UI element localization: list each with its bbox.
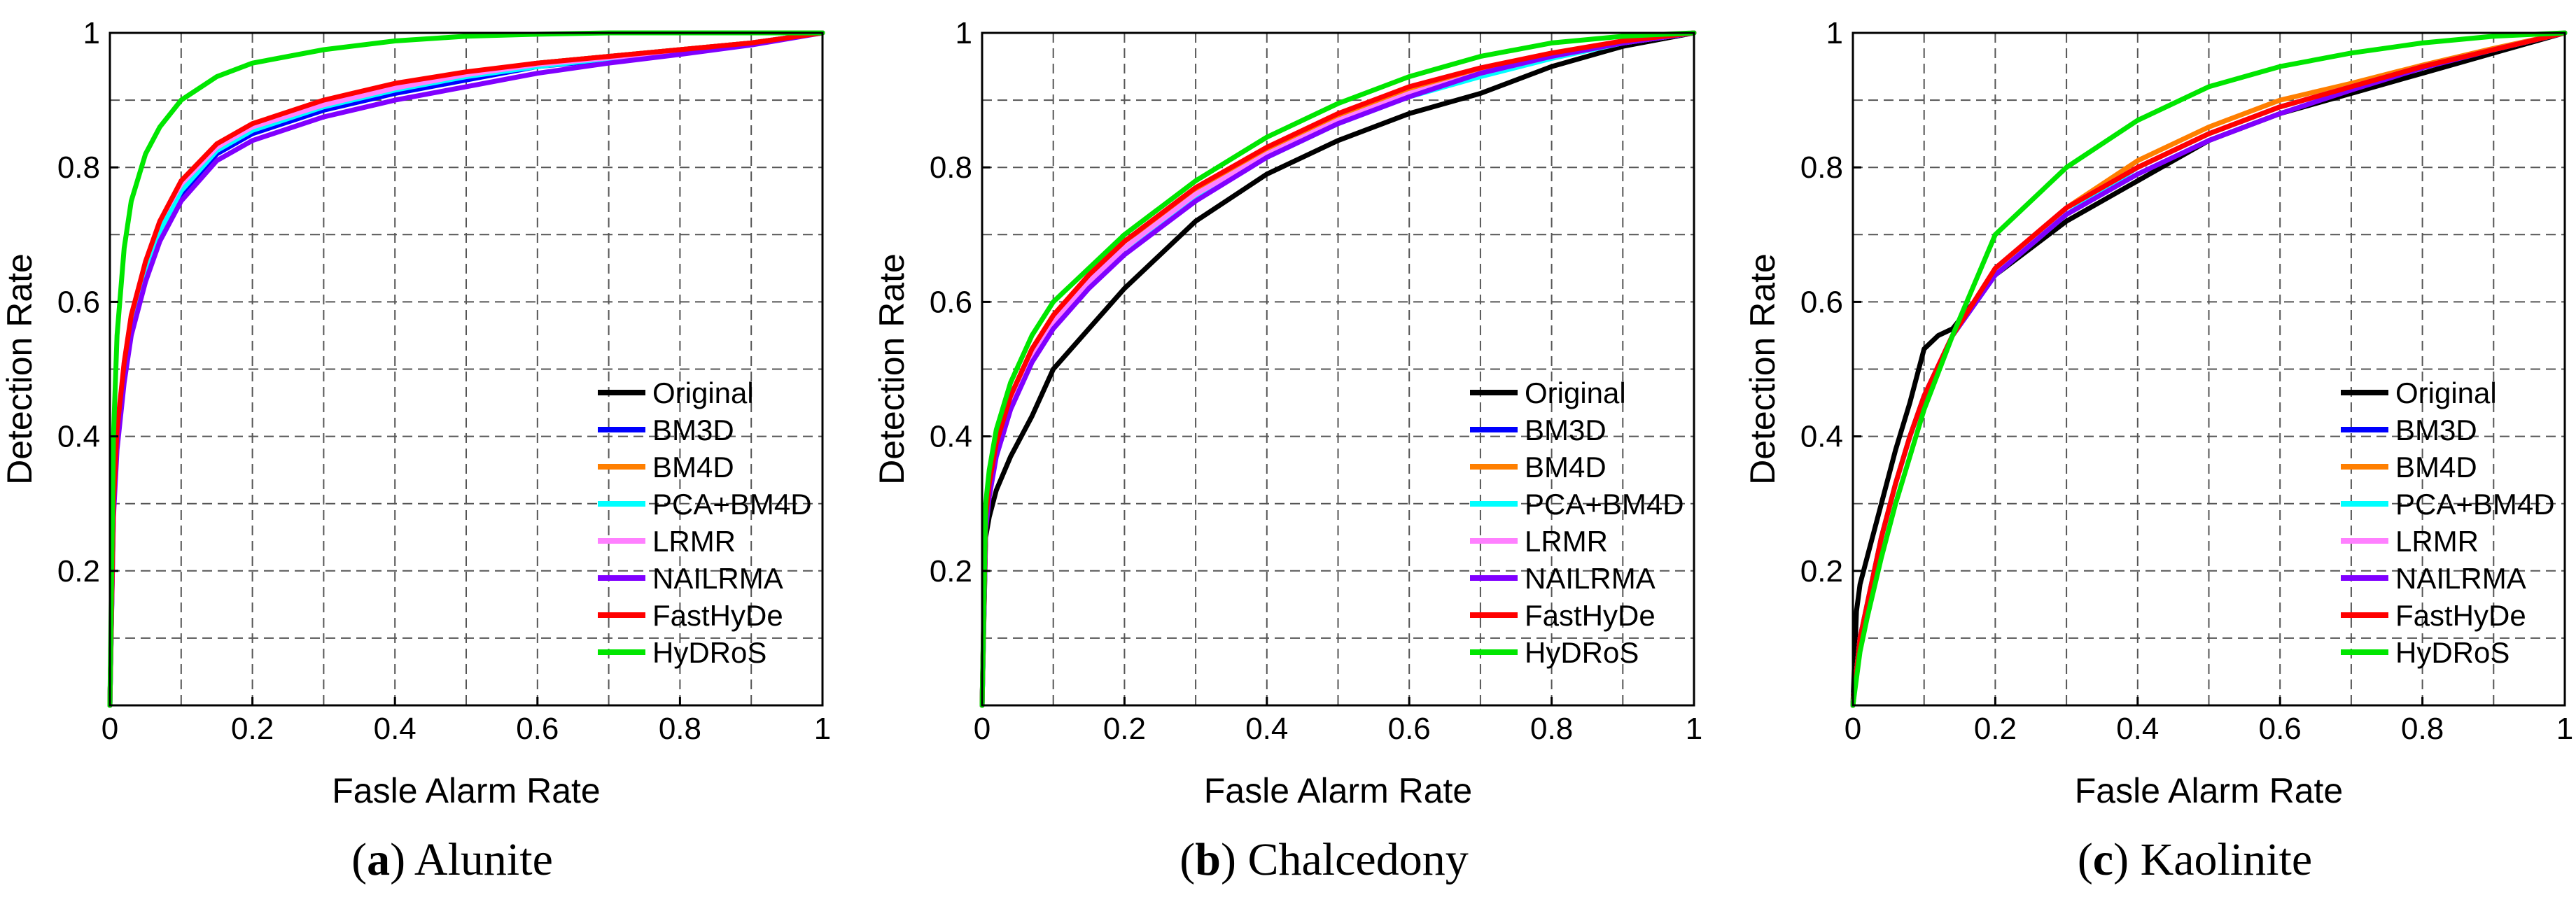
- y-tick-label: 1: [1826, 16, 1843, 50]
- y-tick-label: 0.2: [930, 554, 972, 589]
- legend-label: NAILRMA: [652, 562, 783, 595]
- axes-frame: [108, 31, 824, 707]
- caption-title: Kaolinite: [2141, 834, 2313, 885]
- x-tick-label: 0.6: [1388, 712, 1431, 746]
- chart-panel-chalcedony: 0 0.2 0.4 0.6 0.8 1 0.2 0.4 0.6 0.8 1 Fasle Alarm R…: [872, 16, 1702, 885]
- y-axis-label: Detection Rate: [0, 253, 39, 485]
- legend-label: BM4D: [1525, 451, 1606, 484]
- x-axis-label: Fasle Alarm Rate: [332, 771, 600, 810]
- caption-paren-close: ): [2113, 834, 2140, 885]
- caption-paren-close: ): [390, 834, 414, 885]
- x-tick-label: 0.4: [1245, 712, 1288, 746]
- legend-label: Original: [2395, 376, 2497, 409]
- legend-label: BM3D: [1525, 414, 1606, 446]
- legend-label: BM3D: [652, 414, 734, 446]
- y-tick-label: 0.6: [930, 285, 972, 319]
- series-line-hydros: [1850, 30, 2568, 708]
- y-tick-label: 0.2: [57, 554, 100, 589]
- legend-label: FastHyDe: [1525, 599, 1656, 632]
- y-tick-label: 0.4: [930, 420, 972, 454]
- legend-label: FastHyDe: [2395, 599, 2526, 632]
- y-tick-label: 0.2: [1800, 554, 1843, 589]
- caption: (c) Kaolinite: [2078, 834, 2312, 885]
- legend-label: HyDRoS: [652, 636, 766, 669]
- x-tick-label: 1: [1686, 712, 1702, 746]
- y-tick-label: 1: [955, 16, 972, 50]
- chart-panel-kaolinite: 0 0.2 0.4 0.6 0.8 1 0.2 0.4 0.6 0.8 1 Fasle Alarm R…: [1743, 16, 2573, 885]
- caption-paren-open: (: [1180, 834, 1195, 885]
- legend-label: Original: [1525, 376, 1626, 409]
- caption: (b) Chalcedony: [1180, 834, 1468, 885]
- series-line-fasthyde: [107, 30, 825, 708]
- legend-label: BM4D: [652, 451, 734, 484]
- series-line-original: [1850, 30, 2568, 708]
- x-tick-label: 0: [1844, 712, 1861, 746]
- x-tick-label: 0.2: [231, 712, 274, 746]
- legend-label: HyDRoS: [2395, 636, 2510, 669]
- legend-label: LRMR: [652, 525, 736, 558]
- x-tick-label: 0.8: [2401, 712, 2444, 746]
- x-tick-label: 0: [974, 712, 990, 746]
- y-tick-label: 0.4: [57, 420, 100, 454]
- caption-paren-open: (: [351, 834, 367, 885]
- caption-letter: a: [367, 834, 390, 885]
- legend-label: Original: [652, 376, 754, 409]
- chart-panel-alunite: 0 0.2 0.4 0.6 0.8 1 0.2 0.4 0.6 0.8 1 Fasle Alarm R…: [0, 16, 831, 885]
- caption-letter: c: [2093, 834, 2113, 885]
- caption-title: Alunite: [414, 834, 553, 885]
- x-tick-label: 0.4: [2116, 712, 2159, 746]
- y-axis-label: Detection Rate: [1743, 253, 1782, 485]
- legend-label: BM3D: [2395, 414, 2477, 446]
- x-tick-label: 0.6: [2259, 712, 2302, 746]
- x-tick-label: 1: [814, 712, 831, 746]
- y-tick-label: 0.8: [57, 150, 100, 185]
- x-tick-label: 1: [2556, 712, 2573, 746]
- y-tick-label: 0.4: [1800, 420, 1843, 454]
- caption-paren-open: (: [2078, 834, 2093, 885]
- y-tick-label: 0.6: [57, 285, 100, 319]
- x-axis-label: Fasle Alarm Rate: [1204, 771, 1472, 810]
- x-tick-label: 0: [102, 712, 118, 746]
- x-tick-label: 0.2: [1103, 712, 1146, 746]
- legend-label: LRMR: [1525, 525, 1608, 558]
- legend-label: PCA+BM4D: [2395, 488, 2555, 521]
- legend-label: FastHyDe: [652, 599, 783, 632]
- y-tick-label: 1: [83, 16, 100, 50]
- y-tick-label: 0.8: [930, 150, 972, 185]
- legend-label: NAILRMA: [2395, 562, 2526, 595]
- x-tick-label: 0.8: [659, 712, 701, 746]
- caption: (a) Alunite: [351, 834, 553, 885]
- caption-paren-close: ): [1221, 834, 1247, 885]
- axes-frame: [981, 31, 1695, 707]
- caption-title: Chalcedony: [1247, 834, 1468, 885]
- y-tick-label: 0.8: [1800, 150, 1843, 185]
- legend-label: PCA+BM4D: [652, 488, 812, 521]
- x-tick-label: 0.8: [1530, 712, 1573, 746]
- caption-letter: b: [1195, 834, 1221, 885]
- x-tick-label: 0.6: [516, 712, 559, 746]
- y-axis-label: Detection Rate: [872, 253, 911, 485]
- legend-label: PCA+BM4D: [1525, 488, 1684, 521]
- legend-label: LRMR: [2395, 525, 2479, 558]
- x-tick-label: 0.2: [1974, 712, 2017, 746]
- series-line-fasthyde: [1850, 30, 2568, 708]
- y-tick-label: 0.6: [1800, 285, 1843, 319]
- series-line-hydros: [979, 30, 1697, 708]
- axes-frame: [1851, 31, 2566, 707]
- x-tick-label: 0.4: [374, 712, 416, 746]
- x-axis-label: Fasle Alarm Rate: [2075, 771, 2343, 810]
- legend-label: NAILRMA: [1525, 562, 1656, 595]
- legend-label: BM4D: [2395, 451, 2477, 484]
- legend-label: HyDRoS: [1525, 636, 1639, 669]
- series-line-original: [979, 30, 1697, 708]
